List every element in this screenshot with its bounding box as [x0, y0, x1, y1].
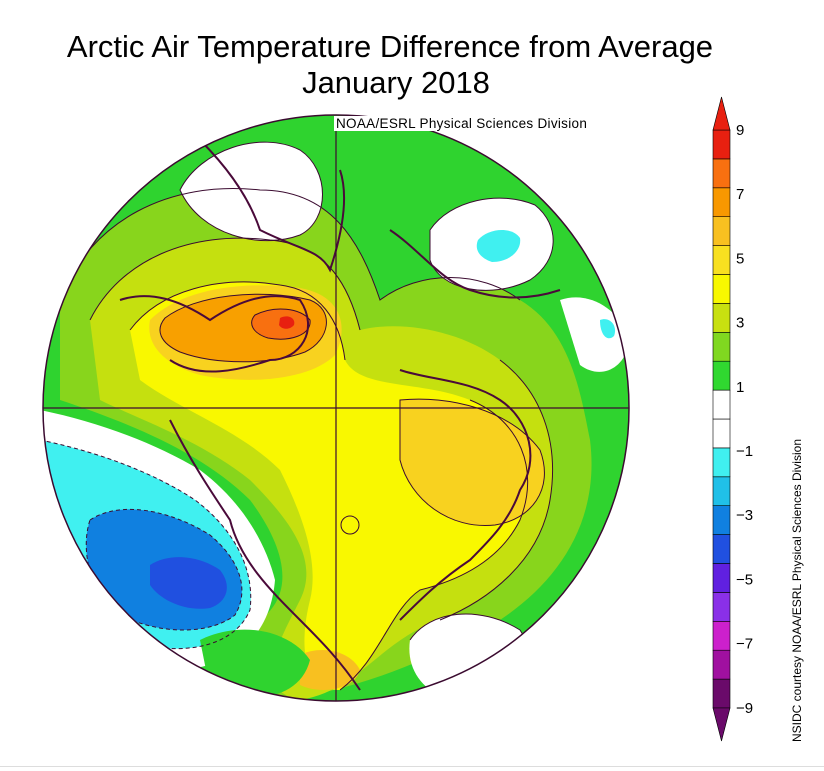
field-red	[279, 316, 295, 329]
contour-line	[179, 141, 323, 242]
contour-line	[339, 399, 529, 691]
map-subtitle: January 2018	[302, 65, 490, 100]
colorbar-segment	[712, 534, 731, 564]
colorbar-segment	[712, 245, 731, 275]
colorbar-segment	[712, 563, 731, 593]
graticule	[43, 131, 629, 701]
colorbar-segment	[712, 678, 731, 709]
colorbar-segment	[712, 158, 731, 189]
coastline-siberia	[119, 295, 310, 373]
contour-lines	[43, 141, 554, 701]
field-cyan-scandinavia	[476, 229, 521, 262]
colorbar-tick-label: 5	[736, 250, 744, 267]
footer-divider	[0, 766, 824, 767]
contour-line	[43, 439, 252, 650]
field-gold-south	[300, 650, 360, 690]
field-yellow	[130, 282, 528, 690]
colorbar-tick-label: 3	[736, 315, 744, 332]
colorbar-segment	[712, 389, 731, 420]
colorbar-max-arrow	[712, 96, 731, 131]
colorbar-segments	[712, 96, 731, 742]
contour-line	[439, 359, 554, 621]
coastline-siberia-east	[169, 419, 361, 691]
colorbar-tick-label: 9	[736, 122, 744, 139]
contour-line	[340, 515, 360, 535]
colorbar-segment	[712, 331, 731, 362]
colorbar-segment	[712, 418, 731, 449]
map-title: Arctic Air Temperature Difference from A…	[66, 29, 714, 64]
coastline-greenland	[199, 139, 346, 273]
coastlines	[119, 139, 561, 691]
colorbar-segment	[712, 274, 731, 304]
side-credit: NSIDC courtesy NOAA/ESRL Physical Scienc…	[790, 439, 804, 742]
contour-line	[399, 398, 545, 527]
contour-line	[159, 293, 327, 363]
coastline-canada	[399, 369, 532, 621]
colorbar-segment	[712, 447, 731, 478]
colorbar-segment	[712, 505, 731, 535]
colorbar-segment	[712, 360, 731, 391]
colorbar-segment	[712, 476, 731, 506]
contour-line	[89, 237, 361, 331]
colorbar-min-arrow	[712, 707, 731, 742]
colorbar-tick-label: 7	[736, 186, 744, 203]
colorbar-tick-label: −7	[736, 636, 753, 653]
colorbar-segment	[712, 216, 731, 246]
colorbar-tick-label: −3	[736, 507, 753, 524]
colorbar-tick-label: 1	[736, 379, 744, 396]
contour-line	[129, 281, 346, 361]
map-border	[42, 114, 630, 702]
field-white-corner	[560, 297, 629, 372]
colorbar-ticks: 9 7 5 3 1 −1 −3 −5 −7 −9	[736, 122, 753, 717]
colorbar-tick-label: −1	[736, 443, 753, 460]
field-cyan-corner	[600, 319, 616, 339]
colorbar-segment	[712, 620, 731, 651]
colorbar-segment	[712, 649, 731, 680]
colorbar-tick-label: −5	[736, 571, 753, 588]
colorbar-segment	[712, 129, 731, 160]
colorbar-tick-label: −9	[736, 700, 753, 717]
field-dark-blue-siberia	[150, 557, 227, 609]
contour-line	[251, 308, 311, 340]
coastline-scandinavia	[389, 229, 561, 299]
field-gold-east	[400, 399, 545, 526]
colorbar-segment	[712, 303, 731, 333]
colorbar-segment	[712, 592, 731, 622]
map-credit: NOAA/ESRL Physical Sciences Division	[334, 116, 590, 131]
contour-line	[85, 508, 243, 631]
field-white-greenland	[180, 142, 323, 241]
colorbar-segment	[712, 187, 731, 218]
